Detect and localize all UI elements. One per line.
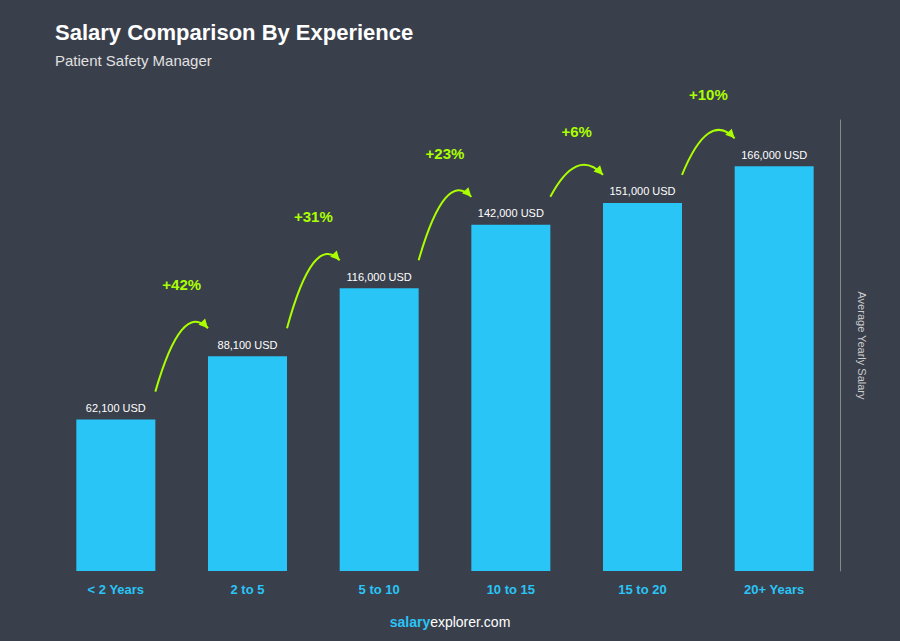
svg-text:< 2 Years: < 2 Years (88, 582, 145, 597)
svg-text:Average Yearly Salary: Average Yearly Salary (856, 291, 868, 400)
svg-text:142,000 USD: 142,000 USD (478, 207, 544, 219)
svg-text:+31%: +31% (294, 208, 333, 225)
svg-text:88,100 USD: 88,100 USD (218, 339, 278, 351)
svg-text:Salary Comparison By Experienc: Salary Comparison By Experience (55, 20, 413, 45)
svg-text:62,100 USD: 62,100 USD (86, 402, 146, 414)
svg-text:20+ Years: 20+ Years (744, 582, 804, 597)
svg-text:+23%: +23% (426, 145, 465, 162)
svg-text:2 to 5: 2 to 5 (231, 582, 265, 597)
svg-text:10 to 15: 10 to 15 (487, 582, 535, 597)
svg-text:151,000 USD: 151,000 USD (609, 185, 675, 197)
svg-text:+6%: +6% (561, 123, 591, 140)
svg-text:Patient Safety Manager: Patient Safety Manager (55, 52, 212, 69)
svg-text:salary: salary (390, 614, 431, 630)
svg-text:+10%: +10% (689, 86, 728, 103)
svg-text:+42%: +42% (162, 276, 201, 293)
svg-text:166,000 USD: 166,000 USD (741, 149, 807, 161)
svg-text:15 to 20: 15 to 20 (618, 582, 666, 597)
svg-text:5 to 10: 5 to 10 (359, 582, 400, 597)
svg-text:explorer.com: explorer.com (430, 614, 510, 630)
svg-text:116,000 USD: 116,000 USD (347, 271, 412, 283)
